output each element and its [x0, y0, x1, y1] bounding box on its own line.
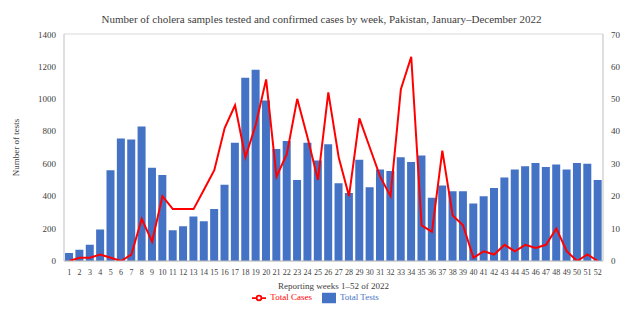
svg-text:30: 30 [611, 159, 621, 169]
svg-text:46: 46 [532, 268, 540, 277]
svg-text:28: 28 [345, 268, 353, 277]
svg-text:17: 17 [231, 268, 239, 277]
svg-text:24: 24 [304, 268, 312, 277]
svg-text:41: 41 [480, 268, 488, 277]
svg-text:30: 30 [366, 268, 374, 277]
svg-text:1400: 1400 [38, 30, 57, 40]
svg-text:4: 4 [98, 268, 102, 277]
svg-text:47: 47 [542, 268, 550, 277]
svg-text:0: 0 [52, 256, 57, 266]
svg-text:70: 70 [611, 30, 621, 40]
svg-text:15: 15 [210, 268, 218, 277]
svg-text:34: 34 [407, 268, 415, 277]
svg-text:20: 20 [262, 268, 270, 277]
svg-text:33: 33 [397, 268, 405, 277]
svg-text:10: 10 [611, 224, 621, 234]
svg-text:20: 20 [611, 191, 621, 201]
svg-text:43: 43 [501, 268, 509, 277]
svg-text:26: 26 [324, 268, 332, 277]
svg-text:16: 16 [221, 268, 229, 277]
svg-text:44: 44 [511, 268, 519, 277]
svg-text:14: 14 [200, 268, 208, 277]
svg-text:18: 18 [241, 268, 249, 277]
svg-text:3: 3 [88, 268, 92, 277]
svg-text:40: 40 [611, 126, 621, 136]
svg-text:1000: 1000 [38, 94, 57, 104]
svg-text:Number of tests: Number of tests [11, 118, 21, 176]
svg-text:9: 9 [150, 268, 154, 277]
html-text:Total Tests: Total Tests [339, 292, 379, 303]
svg-text:400: 400 [43, 191, 57, 201]
svg-text:800: 800 [43, 126, 57, 136]
svg-text:35: 35 [418, 268, 426, 277]
svg-text:1200: 1200 [38, 62, 57, 72]
svg-text:8: 8 [140, 268, 144, 277]
svg-text:48: 48 [552, 268, 560, 277]
svg-text:25: 25 [314, 268, 322, 277]
svg-text:31: 31 [376, 268, 384, 277]
svg-text:52: 52 [594, 268, 602, 277]
svg-text:23: 23 [293, 268, 301, 277]
svg-text:1: 1 [67, 268, 71, 277]
svg-text:7: 7 [129, 268, 133, 277]
svg-text:38: 38 [449, 268, 457, 277]
svg-text:11: 11 [169, 268, 177, 277]
svg-text:50: 50 [573, 268, 581, 277]
svg-text:29: 29 [355, 268, 363, 277]
svg-text:42: 42 [490, 268, 498, 277]
svg-text:5: 5 [109, 268, 113, 277]
html-text:Total Cases: Total Cases [270, 292, 312, 303]
svg-text:6: 6 [119, 268, 123, 277]
svg-text:40: 40 [469, 268, 477, 277]
svg-text:36: 36 [428, 268, 436, 277]
svg-text:19: 19 [252, 268, 260, 277]
svg-text:10: 10 [158, 268, 166, 277]
svg-text:45: 45 [521, 268, 529, 277]
svg-text:60: 60 [611, 62, 621, 72]
svg-text:200: 200 [43, 224, 57, 234]
svg-text:0: 0 [611, 256, 616, 266]
svg-text:600: 600 [43, 159, 57, 169]
svg-text:49: 49 [563, 268, 571, 277]
svg-text:12: 12 [179, 268, 187, 277]
svg-text:51: 51 [583, 268, 591, 277]
svg-text:22: 22 [283, 268, 291, 277]
svg-text:39: 39 [459, 268, 467, 277]
svg-text:13: 13 [190, 268, 198, 277]
svg-text:50: 50 [611, 94, 621, 104]
svg-text:2: 2 [78, 268, 82, 277]
svg-text:32: 32 [387, 268, 395, 277]
svg-text:27: 27 [335, 268, 343, 277]
svg-text:21: 21 [272, 268, 280, 277]
html-text:Number of cholera samples test: Number of cholera samples tested and con… [101, 13, 542, 25]
svg-text:37: 37 [438, 268, 446, 277]
svg-text:Reporting weeks 1–52 of 2022: Reporting weeks 1–52 of 2022 [278, 281, 389, 291]
